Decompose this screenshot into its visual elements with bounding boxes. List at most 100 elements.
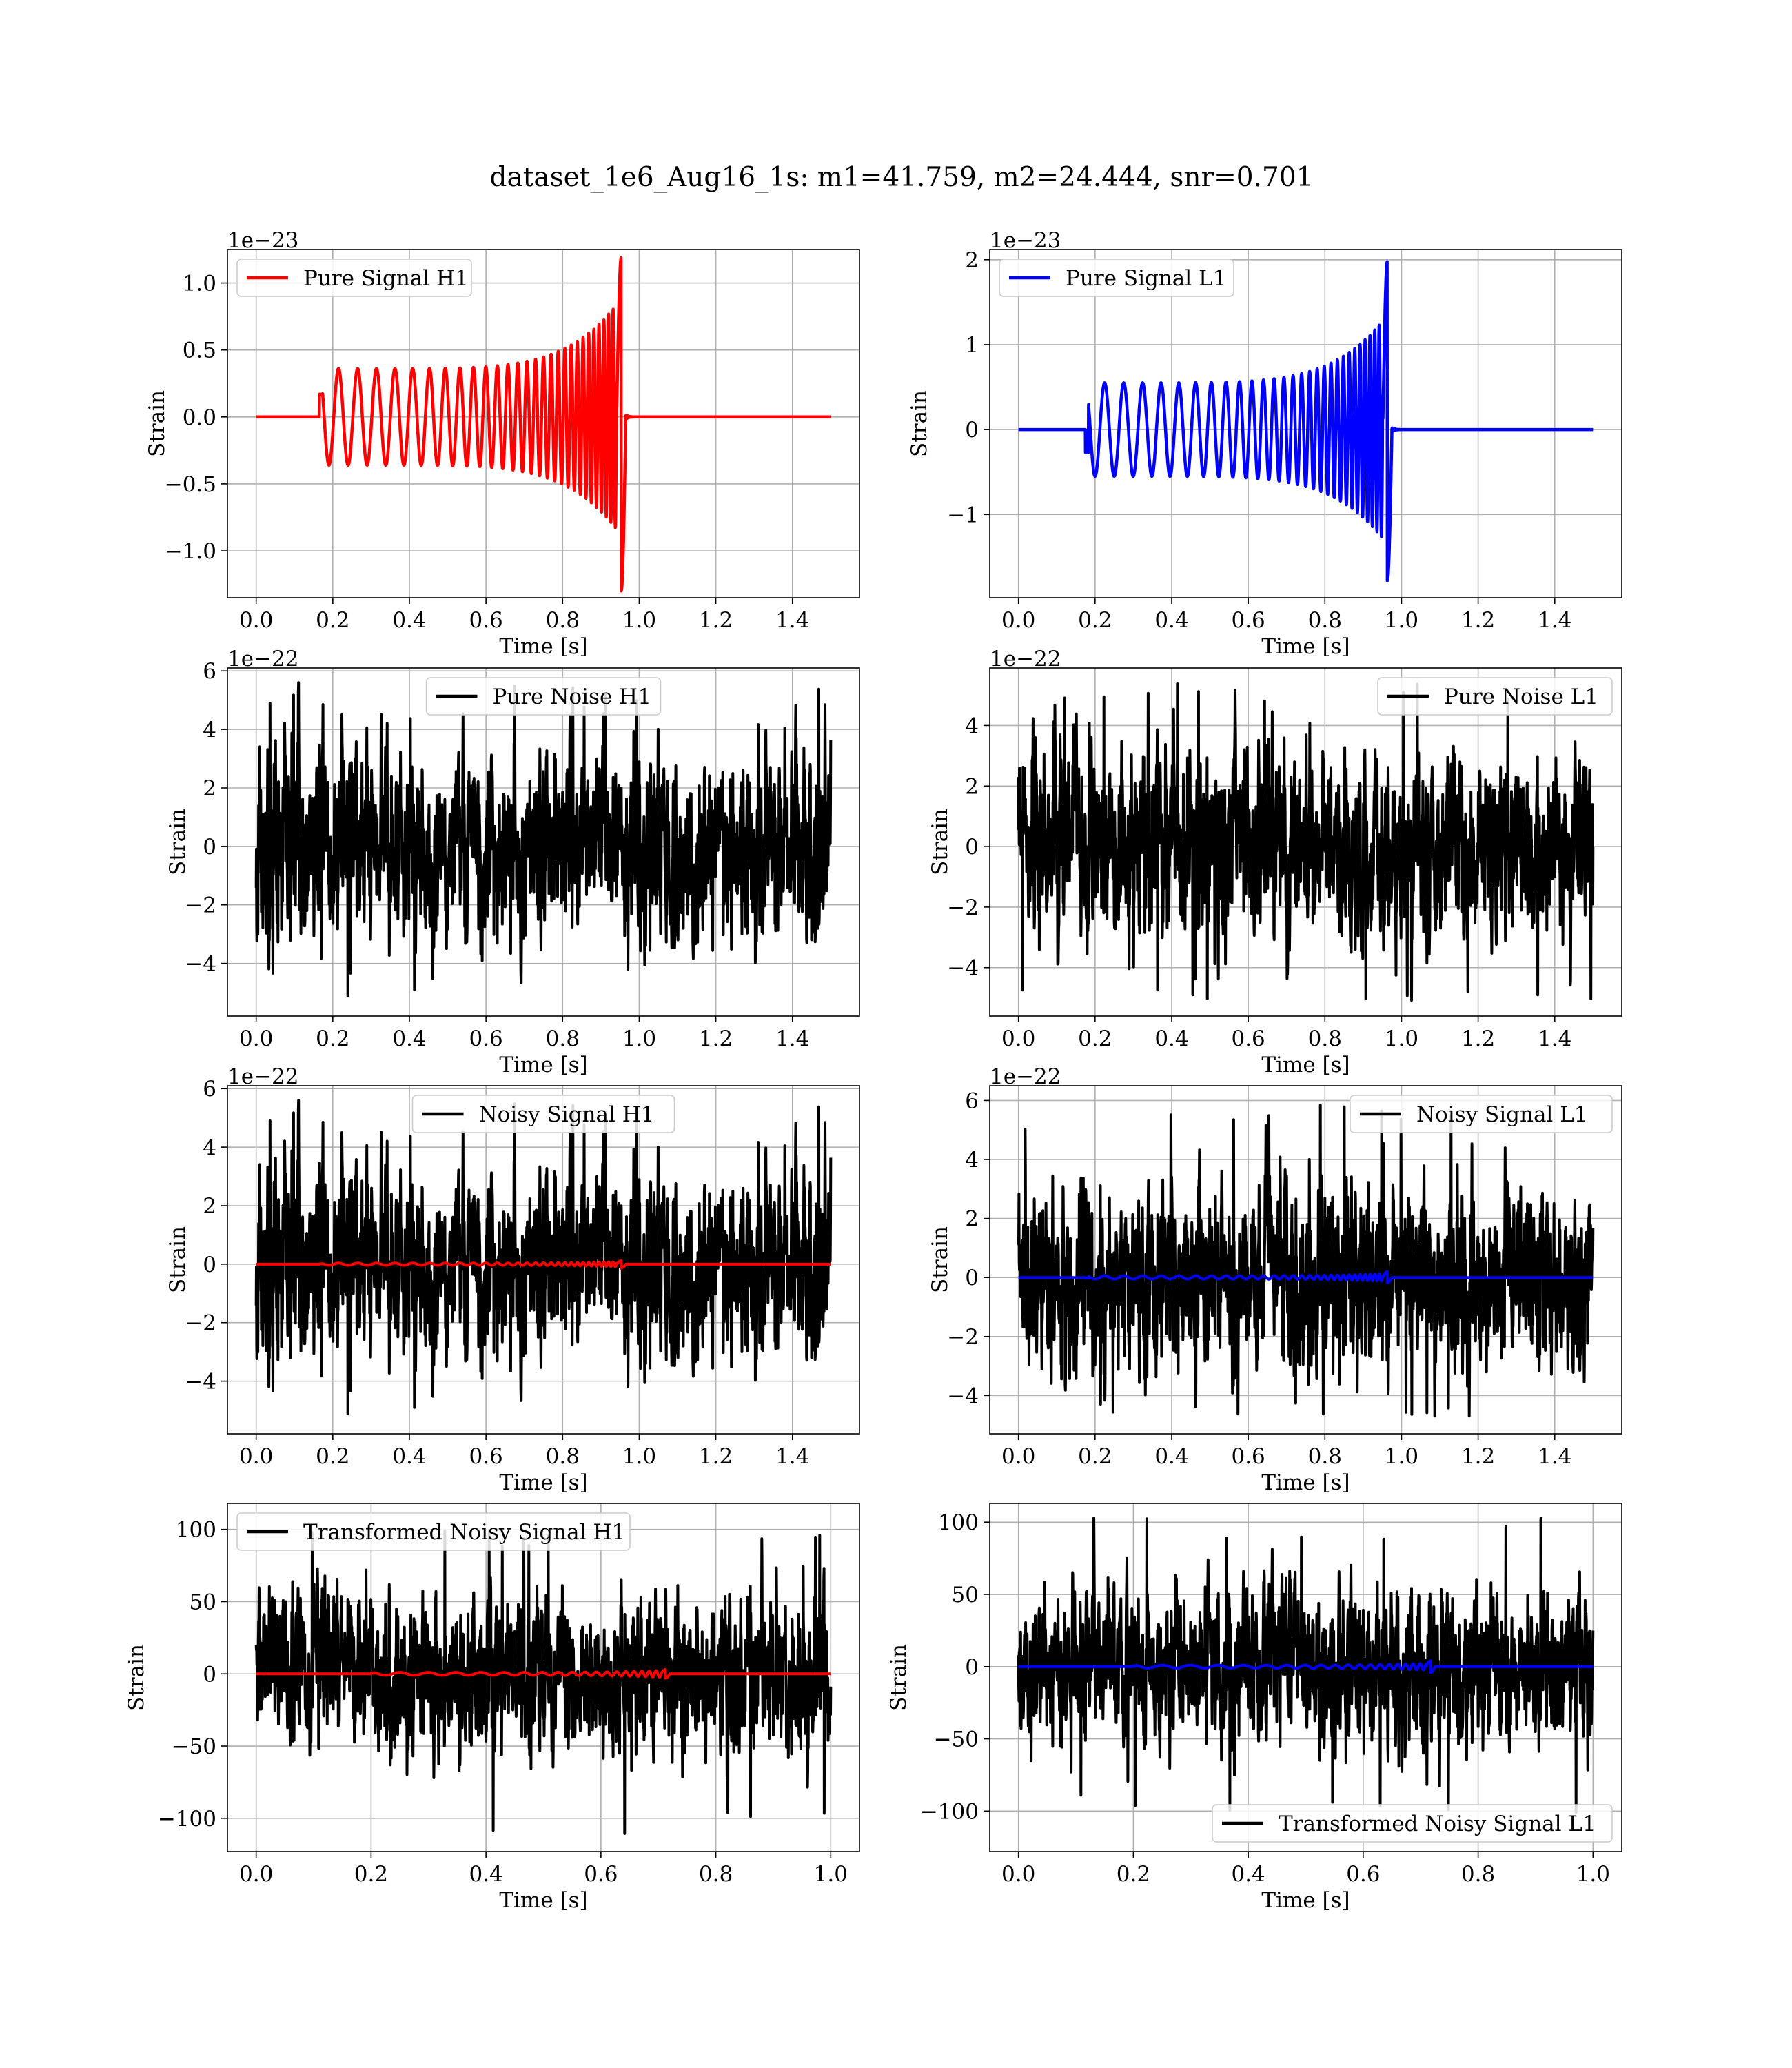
y-tick-label: −100 [920, 1799, 979, 1824]
x-tick-label: 0.2 [316, 608, 349, 633]
y-tick-label: 1.0 [183, 272, 216, 296]
transformed-noisy-signal-h1-panel: 0.0 0.2 0.4 0.6 0.8 1.0 −100 −50 0 50 100 Time [s] S… [124, 1503, 860, 1913]
x-tick-label: 1.0 [1385, 1444, 1418, 1469]
y-tick-label: 0 [965, 1266, 979, 1290]
x-tick-label: 0.6 [469, 1444, 502, 1469]
x-tick-label: 0.8 [1308, 1026, 1342, 1051]
x-tick-label: 1.4 [1538, 1026, 1571, 1051]
offset-text: 1e−22 [227, 1064, 299, 1089]
y-tick-label: 6 [203, 1077, 216, 1102]
x-tick-label: 1.0 [1576, 1862, 1610, 1887]
legend-label: Noisy Signal L1 [1416, 1102, 1588, 1127]
x-tick-label: 0.0 [239, 1862, 273, 1887]
pure-noise-h1-legend: Pure Noise H1 [425, 677, 662, 716]
legend-label: Transformed Noisy Signal L1 [1279, 1812, 1596, 1836]
transformed-noisy-signal-h1-legend: Transformed Noisy Signal H1 [236, 1512, 631, 1551]
y-axis-label: Strain [928, 1226, 953, 1293]
x-axis-label: Time [s] [1261, 1053, 1350, 1077]
y-tick-label: 50 [190, 1590, 216, 1614]
figure-title: dataset_1e6_Aug16_1s: m1=41.759, m2=24.4… [490, 162, 1314, 193]
x-tick-label: 0.0 [1001, 1862, 1035, 1887]
legend-frame [425, 677, 662, 716]
y-tick-label: −1.0 [165, 539, 216, 564]
y-tick-label: 0 [203, 1662, 216, 1687]
x-tick-label: 0.6 [1231, 1026, 1265, 1051]
x-tick-label: 1.0 [622, 1026, 656, 1051]
x-tick-label: 0.6 [1346, 1862, 1380, 1887]
x-tick-label: 0.2 [316, 1026, 349, 1051]
x-tick-label: 0.6 [1231, 608, 1265, 633]
transformed-noisy-signal-l1-series-1 [1017, 1659, 1594, 1674]
x-tick-label: 0.0 [1001, 1026, 1035, 1051]
y-tick-label: −2 [947, 1325, 979, 1350]
x-tick-label: 0.0 [1001, 1444, 1035, 1469]
x-tick-label: 0.6 [584, 1862, 618, 1887]
y-tick-label: −4 [185, 952, 216, 977]
pure-signal-h1-series-0 [254, 256, 833, 593]
y-tick-label: 0 [965, 418, 979, 443]
x-tick-label: 1.0 [622, 608, 656, 633]
axes-frame [989, 667, 1622, 1017]
x-tick-label: 0.8 [1308, 1444, 1342, 1469]
x-tick-label: 0.2 [1078, 1026, 1112, 1051]
noisy-signal-l1-panel: 0.0 0.2 0.4 0.6 0.8 1.0 1.2 1.4 −4 −2 0 2 4 6 Time [s]… [928, 1064, 1622, 1495]
offset-text: 1e−23 [990, 228, 1061, 253]
panels: 0.0 0.2 0.4 0.6 0.8 1.0 1.2 1.4 −1.0 −0.5 0.0 0.5 1.… [124, 228, 1622, 1913]
x-tick-label: 0.8 [546, 1444, 580, 1469]
y-tick-label: 0 [203, 1253, 216, 1277]
y-axis-label: Strain [886, 1644, 911, 1711]
legend-frame [1377, 677, 1613, 716]
y-tick-label: 4 [965, 1148, 979, 1173]
offset-text: 1e−22 [227, 647, 299, 671]
x-tick-label: 0.4 [1154, 1026, 1188, 1051]
x-tick-label: 0.6 [469, 608, 502, 633]
x-tick-label: 1.4 [775, 1026, 809, 1051]
x-tick-label: 0.2 [316, 1444, 349, 1469]
x-axis-label: Time [s] [1261, 1888, 1350, 1913]
legend-frame [411, 1095, 675, 1133]
x-tick-label: 1.2 [699, 1026, 733, 1051]
x-tick-label: 0.2 [1078, 1444, 1112, 1469]
legend-label: Pure Signal H1 [303, 266, 469, 291]
pure-signal-l1-panel: 0.0 0.2 0.4 0.6 0.8 1.0 1.2 1.4 −1 0 1 2 Time [s] Str… [907, 228, 1622, 659]
x-tick-label: 1.2 [1461, 608, 1495, 633]
pure-noise-h1-panel: 0.0 0.2 0.4 0.6 0.8 1.0 1.2 1.4 −4 −2 0 2 4 6 Time [s]… [165, 647, 860, 1077]
x-tick-label: 1.0 [1385, 1026, 1418, 1051]
pure-noise-l1-series-0 [1017, 682, 1595, 1002]
x-tick-label: 0.2 [1078, 608, 1112, 633]
transformed-noisy-signal-l1-legend: Transformed Noisy Signal L1 [1212, 1804, 1613, 1843]
legend-label: Pure Noise L1 [1444, 685, 1598, 709]
y-tick-label: 4 [203, 718, 216, 742]
x-tick-label: 0.8 [1308, 608, 1342, 633]
pure-signal-h1-panel: 0.0 0.2 0.4 0.6 0.8 1.0 1.2 1.4 −1.0 −0.5 0.0 0.5 1.… [145, 228, 860, 659]
x-tick-label: 0.4 [392, 1444, 426, 1469]
legend-frame [1212, 1804, 1613, 1843]
x-tick-label: 1.2 [699, 608, 733, 633]
offset-text: 1e−23 [227, 228, 299, 253]
y-tick-label: 0 [965, 1655, 979, 1680]
y-axis-label: Strain [124, 1644, 149, 1711]
axes-frame [227, 667, 860, 1017]
y-tick-label: 2 [965, 774, 979, 799]
noisy-signal-h1-panel: 0.0 0.2 0.4 0.6 0.8 1.0 1.2 1.4 −4 −2 0 2 4 6 Time [s]… [165, 1064, 860, 1495]
y-tick-label: 0 [965, 835, 979, 860]
y-axis-label: Strain [907, 390, 932, 457]
legend-label: Noisy Signal H1 [479, 1102, 655, 1127]
axes-frame [989, 1503, 1622, 1852]
y-tick-label: 4 [965, 713, 979, 738]
y-axis-label: Strain [928, 809, 953, 875]
x-tick-label: 1.4 [1538, 1444, 1571, 1469]
y-tick-label: −4 [947, 956, 979, 981]
x-axis-label: Time [s] [499, 1888, 587, 1913]
legend-frame [1350, 1095, 1613, 1133]
y-tick-label: 1 [965, 333, 979, 358]
legend-frame [236, 1512, 631, 1551]
y-tick-label: −4 [185, 1370, 216, 1395]
y-tick-label: 2 [203, 776, 216, 801]
x-tick-label: 1.4 [775, 608, 809, 633]
y-tick-label: −2 [947, 895, 979, 920]
y-tick-label: −2 [185, 1311, 216, 1336]
x-tick-label: 1.0 [1385, 608, 1418, 633]
legend-frame [236, 258, 472, 297]
